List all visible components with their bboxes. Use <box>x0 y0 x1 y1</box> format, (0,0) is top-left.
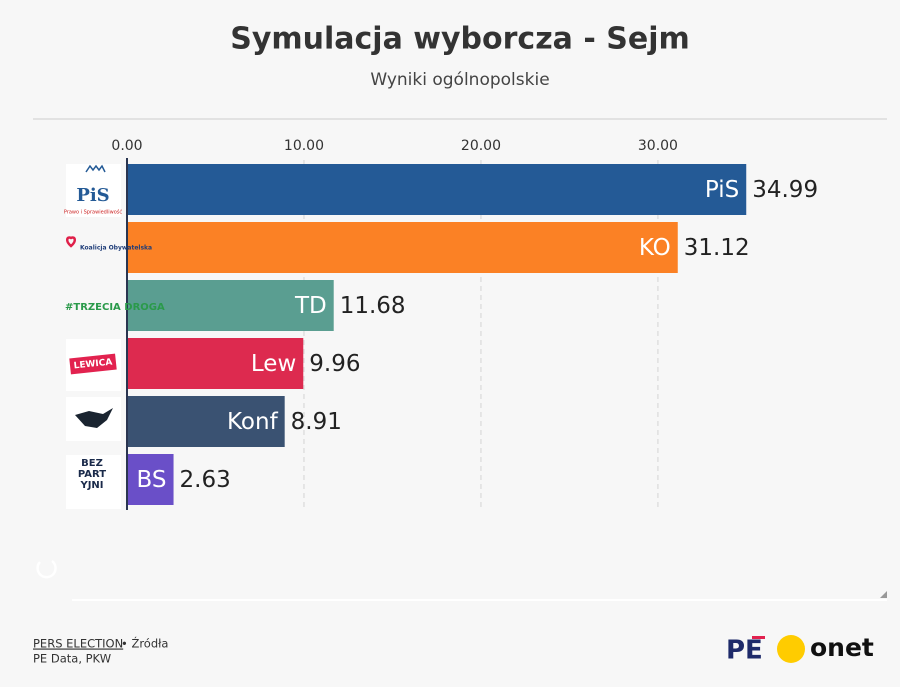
footer-credit[interactable]: PERS ELECTION <box>33 637 123 651</box>
bar-category-label: Lew <box>251 351 296 377</box>
grid: 0.00 10.00 20.00 30.00 <box>111 138 678 510</box>
bar <box>127 338 304 389</box>
logo-pis: PiS Prawo i Sprawiedliwość <box>64 164 122 217</box>
bar <box>127 454 174 505</box>
logo-bs: BEZ PARTYJNI <box>66 455 121 509</box>
bar <box>127 164 747 215</box>
bar-category-label: KO <box>639 235 671 261</box>
value-label: 11.68 <box>340 293 406 319</box>
logo-td: #TRZECIA DROGA <box>65 302 165 313</box>
bar-category-label: PiS <box>705 177 739 203</box>
footer-sources-label: • Źródła <box>121 636 168 651</box>
svg-text:Koalicja Obywatelska: Koalicja Obywatelska <box>80 245 152 252</box>
value-label: 9.96 <box>309 351 360 377</box>
bar <box>127 222 678 273</box>
bar-category-label: TD <box>294 293 327 319</box>
value-label: 31.12 <box>684 235 750 261</box>
bar-category-label: BS <box>137 467 167 493</box>
logo-ko: Koalicja Obywatelska <box>66 236 152 252</box>
svg-text:Prawo i Sprawiedliwość: Prawo i Sprawiedliwość <box>64 209 122 216</box>
value-label: 8.91 <box>291 409 342 435</box>
logo-lewica: LEWICA <box>66 339 121 391</box>
brand-pe-accent <box>752 636 765 639</box>
bars: PiS 34.99 KO 31.12 TD 11.68 Lew 9.96 Konf 8.91 BS 2… <box>127 164 818 505</box>
x-tick-label: 0.00 <box>111 138 142 154</box>
value-label: 2.63 <box>180 467 231 493</box>
bar <box>127 280 334 331</box>
bar <box>127 396 285 447</box>
value-label: 34.99 <box>752 177 818 203</box>
brand-pe: PE <box>726 636 763 666</box>
brand-onet-dot <box>777 635 805 663</box>
chart-title: Symulacja wyborcza - Sejm <box>230 22 690 57</box>
logo-bs-text: BEZ PARTYJNI <box>77 458 107 491</box>
svg-text:#TRZECIA DROGA: #TRZECIA DROGA <box>65 302 165 313</box>
x-tick-label: 20.00 <box>461 138 501 154</box>
bar-category-label: Konf <box>227 409 279 435</box>
resize-handle <box>880 591 887 598</box>
svg-text:PiS: PiS <box>76 185 109 206</box>
chart-subtitle: Wyniki ogólnopolskie <box>370 70 549 90</box>
x-tick-label: 10.00 <box>284 138 324 154</box>
reset-icon[interactable] <box>36 560 57 579</box>
x-tick-label: 30.00 <box>638 138 678 154</box>
brand-onet: onet <box>810 633 874 662</box>
svg-text:LEWICA: LEWICA <box>73 357 113 371</box>
footer-sources: PE Data, PKW <box>33 652 111 666</box>
logo-konf <box>66 397 121 441</box>
